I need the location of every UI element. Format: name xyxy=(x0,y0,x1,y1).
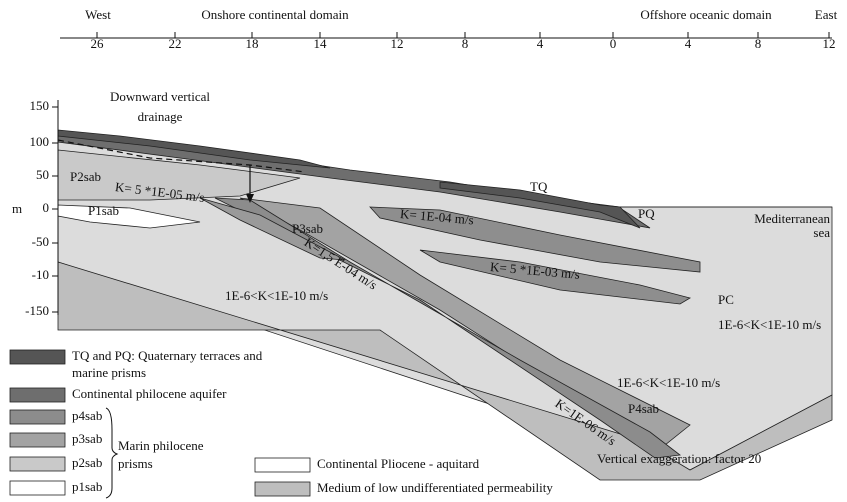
legend-label: p1sab xyxy=(72,479,102,494)
cross-section: 26 22 18 14 12 8 4 0 4 8 12 West Onshore continental… xyxy=(0,0,847,502)
legend-swatch xyxy=(10,410,65,424)
legend-label: p3sab xyxy=(72,431,102,446)
left-tick-label: 0 xyxy=(43,200,50,215)
left-tick-label: 150 xyxy=(30,98,50,113)
legend-swatch xyxy=(255,458,310,472)
left-tick-label: -10 xyxy=(32,267,49,282)
layer-label: P3sab xyxy=(292,221,323,236)
legend-swatch xyxy=(10,350,65,364)
axis-unit: m xyxy=(12,201,22,216)
annotation: Downward vertical xyxy=(110,89,210,104)
top-axis-label: Onshore continental domain xyxy=(201,7,349,22)
top-tick-label: 8 xyxy=(755,36,762,51)
top-axis-label: East xyxy=(815,7,838,22)
layer-label: PC xyxy=(718,292,734,307)
top-tick-label: 18 xyxy=(246,36,259,51)
layer-label: P4sab xyxy=(628,401,659,416)
left-tick-label: -150 xyxy=(25,303,49,318)
top-tick-label: 8 xyxy=(462,36,469,51)
top-tick-label: 12 xyxy=(823,36,836,51)
top-tick-label: 12 xyxy=(391,36,404,51)
top-tick-label: 4 xyxy=(537,36,544,51)
top-tick-label: 22 xyxy=(169,36,182,51)
layer-label: P1sab xyxy=(88,203,119,218)
legend-swatch xyxy=(10,457,65,471)
legend-label: TQ and PQ: Quaternary terraces and xyxy=(72,348,263,363)
legend-swatch xyxy=(10,481,65,495)
legend-swatch xyxy=(10,388,65,402)
annotation: drainage xyxy=(138,109,183,124)
layer-label: 1E-6<K<1E-10 m/s xyxy=(718,317,821,332)
legend-swatch xyxy=(255,482,310,496)
top-tick-label: 14 xyxy=(314,36,328,51)
legend-label: Medium of low undifferentiated permeabil… xyxy=(317,480,553,495)
legend-group-label: prisms xyxy=(118,456,153,471)
layer-label: TQ xyxy=(530,179,548,194)
legend-label: p2sab xyxy=(72,455,102,470)
top-axis-label: West xyxy=(85,7,111,22)
legend-label: Continental Pliocene - aquitard xyxy=(317,456,480,471)
annotation: Mediterranean xyxy=(754,211,830,226)
left-tick-label: 50 xyxy=(36,167,49,182)
top-tick-label: 26 xyxy=(91,36,105,51)
left-tick-label: 100 xyxy=(30,134,50,149)
annotation: sea xyxy=(813,225,830,240)
legend-label: p4sab xyxy=(72,408,102,423)
top-tick-label: 4 xyxy=(685,36,692,51)
legend-brace xyxy=(106,408,117,498)
left-tick-label: -50 xyxy=(32,234,49,249)
legend-swatch xyxy=(10,433,65,447)
layer-label: PQ xyxy=(638,206,655,221)
layer-label: 1E-6<K<1E-10 m/s xyxy=(617,375,720,390)
layer-label: P2sab xyxy=(70,169,101,184)
legend-label: Continental philocene aquifer xyxy=(72,386,227,401)
layer-label: 1E-6<K<1E-10 m/s xyxy=(225,288,328,303)
legend-group-label: Marin philocene xyxy=(118,438,204,453)
footer: Vertical exaggeration: factor 20 xyxy=(597,451,761,466)
top-axis-label: Offshore oceanic domain xyxy=(640,7,772,22)
legend-label: marine prisms xyxy=(72,365,146,380)
top-tick-label: 0 xyxy=(610,36,617,51)
